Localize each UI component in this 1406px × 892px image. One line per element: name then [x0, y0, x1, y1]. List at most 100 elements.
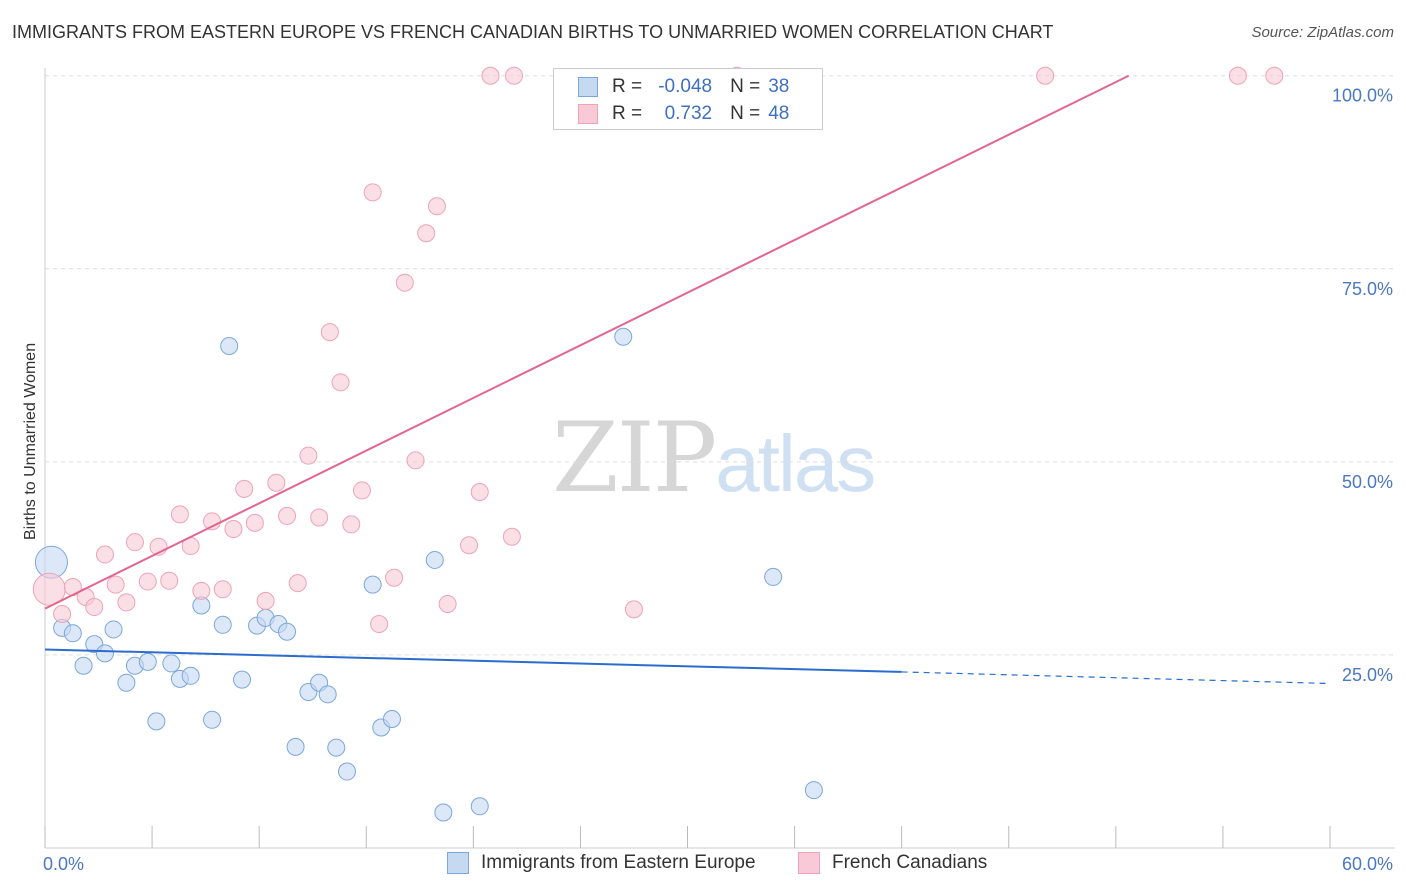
blue-data-point	[104, 620, 123, 639]
series-label-pink: French Canadians	[832, 852, 988, 873]
legend-row-blue: R = -0.048 N = 38	[578, 76, 789, 98]
pink-data-point	[370, 615, 389, 634]
pink-data-point	[417, 224, 436, 243]
pink-data-point	[342, 515, 361, 534]
grid-layer	[45, 75, 1395, 656]
pink-data-point	[138, 572, 157, 591]
pink-data-point	[235, 479, 254, 498]
correlation-legend: R = -0.048 N = 38 R = 0.732 N = 48	[553, 68, 823, 130]
blue-trend-line	[44, 648, 902, 673]
pink-data-point	[460, 536, 479, 555]
pink-data-point	[117, 593, 136, 612]
pink-data-point	[85, 598, 104, 617]
label-layer: 25.0% 50.0% 75.0% 100.0% 0.0% 60.0%	[43, 86, 1393, 874]
pink-data-point	[406, 451, 425, 470]
legend-swatch-pink	[578, 104, 598, 124]
pink-data-point	[256, 591, 275, 610]
y-tick-label: 50.0%	[1342, 472, 1393, 492]
pink-data-point	[438, 594, 457, 613]
zipatlas-watermark: ZIPatlas	[552, 402, 876, 514]
pink-data-point	[213, 580, 232, 599]
blue-data-point	[95, 644, 114, 663]
pink-data-point	[352, 481, 371, 500]
legend-swatch-blue	[578, 77, 598, 97]
pink-data-point	[95, 545, 114, 564]
blue-data-point	[764, 567, 783, 586]
legend-row-pink: R = 0.732 N = 48	[578, 103, 789, 125]
pink-data-point	[245, 513, 264, 532]
pink-data-point	[267, 473, 286, 492]
legend-r-label: R =	[612, 76, 643, 97]
pink-data-point	[125, 533, 144, 552]
x-tick-label-min: 0.0%	[43, 854, 84, 874]
axis-layer	[44, 68, 1395, 849]
blue-data-point	[203, 710, 222, 729]
y-tick-label: 25.0%	[1342, 665, 1393, 685]
y-axis-title: Births to Unmarried Women	[22, 342, 39, 540]
pink-data-point	[170, 505, 189, 524]
series-legend-blue: Immigrants from Eastern Europe	[447, 852, 756, 874]
legend-n-label: N =	[730, 76, 761, 97]
watermark-zip: ZIP	[552, 402, 717, 514]
pink-data-point	[1265, 66, 1284, 85]
chart-title: IMMIGRANTS FROM EASTERN EUROPE VS FRENCH…	[12, 22, 1054, 42]
y-tick-label: 75.0%	[1342, 279, 1393, 299]
points-layer	[32, 66, 1284, 822]
source-credit: Source: ZipAtlas.com	[1251, 24, 1394, 41]
blue-data-point	[233, 670, 252, 689]
pink-data-point	[470, 482, 489, 501]
pink-data-point	[502, 527, 521, 546]
blue-data-point	[804, 781, 823, 800]
pink-data-point	[481, 66, 500, 85]
series-label-blue: Immigrants from Eastern Europe	[481, 852, 756, 873]
pink-data-point	[363, 183, 382, 202]
blue-data-point	[470, 797, 489, 816]
legend-n-value-pink: 48	[768, 103, 790, 124]
legend-r-value-pink: 0.732	[664, 103, 713, 124]
blue-data-point	[286, 737, 305, 756]
blue-data-point	[147, 712, 166, 731]
blue-data-point	[363, 575, 382, 594]
x-tick-label-max: 60.0%	[1342, 854, 1393, 874]
pink-data-point	[331, 373, 350, 392]
pink-data-point	[505, 66, 524, 85]
pink-data-point	[278, 506, 297, 525]
pink-data-point	[106, 575, 125, 594]
pink-trend-line	[44, 74, 1130, 610]
legend-r-label: R =	[612, 103, 643, 124]
blue-data-point	[382, 710, 401, 729]
pink-data-point	[53, 605, 72, 623]
pink-data-point	[160, 571, 179, 590]
pink-data-point	[1036, 66, 1055, 85]
blue-data-point	[117, 673, 136, 692]
blue-data-point	[138, 652, 157, 671]
series-swatch-pink	[798, 852, 820, 874]
blue-data-point	[337, 762, 356, 781]
pink-data-point	[427, 197, 446, 216]
pink-data-point	[1228, 66, 1247, 85]
blue-data-point	[327, 738, 346, 757]
pink-data-point	[385, 568, 404, 587]
series-swatch-blue	[447, 852, 469, 874]
pink-data-point	[310, 508, 329, 527]
series-legend-pink: French Canadians	[798, 852, 987, 874]
pink-data-point	[624, 600, 643, 619]
blue-trend-extension	[901, 671, 1331, 685]
blue-data-point	[74, 656, 93, 675]
y-tick-label: 100.0%	[1332, 86, 1393, 106]
blue-data-point	[162, 654, 181, 673]
blue-data-point	[181, 666, 200, 685]
pink-data-point	[224, 520, 243, 539]
pink-data-point	[288, 574, 307, 593]
blue-data-point	[220, 337, 239, 356]
blue-data-point	[278, 622, 297, 641]
blue-data-point	[614, 327, 633, 346]
trend-layer	[44, 74, 1331, 685]
pink-data-point	[395, 273, 414, 292]
watermark-atlas: atlas	[715, 419, 876, 508]
pink-data-point	[320, 323, 339, 342]
pink-data-point	[299, 446, 318, 465]
blue-data-point	[425, 550, 444, 569]
legend-n-value-blue: 38	[768, 76, 790, 97]
